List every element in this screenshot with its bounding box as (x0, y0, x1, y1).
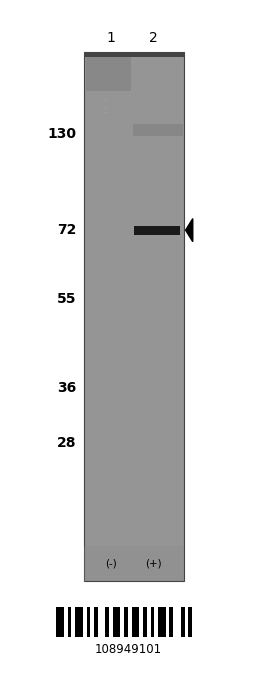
Bar (124, 607, 128, 637)
Text: 72: 72 (57, 223, 77, 237)
Bar (84, 546, 184, 581)
Bar (56, 607, 64, 637)
Text: ...: ... (104, 104, 109, 109)
Bar (84, 52, 184, 57)
Text: 1: 1 (107, 31, 116, 45)
Bar (83, 607, 87, 637)
Bar (113, 607, 121, 637)
Bar (64, 607, 68, 637)
Text: 28: 28 (57, 436, 77, 450)
Bar (188, 607, 192, 637)
Bar (192, 607, 200, 637)
Text: 108949101: 108949101 (94, 643, 162, 655)
Bar (68, 607, 71, 637)
Text: 55: 55 (57, 292, 77, 306)
Bar (147, 607, 151, 637)
Bar (121, 607, 124, 637)
Bar (90, 607, 94, 637)
Bar (139, 607, 143, 637)
Bar (173, 607, 181, 637)
Text: (+): (+) (145, 559, 162, 568)
Bar (98, 607, 105, 637)
Text: ...: ... (104, 97, 109, 102)
Bar (75, 607, 83, 637)
Bar (185, 607, 188, 637)
Bar (94, 607, 98, 637)
Bar (133, 124, 183, 136)
Bar (86, 57, 131, 91)
Bar (109, 607, 113, 637)
Bar (84, 52, 184, 581)
Polygon shape (186, 218, 193, 242)
Bar (71, 607, 75, 637)
Bar (132, 607, 139, 637)
Bar (181, 607, 185, 637)
Bar (169, 607, 173, 637)
Bar (143, 607, 147, 637)
Bar (166, 607, 169, 637)
Bar (154, 607, 158, 637)
Bar (134, 225, 180, 235)
Bar (128, 607, 132, 637)
Bar (151, 607, 154, 637)
Text: 130: 130 (48, 127, 77, 141)
Bar (158, 607, 166, 637)
Text: (-): (-) (105, 559, 117, 568)
Bar (87, 607, 90, 637)
Text: 2: 2 (149, 31, 158, 45)
Text: 36: 36 (58, 381, 77, 395)
Text: ...: ... (104, 109, 109, 115)
Bar (105, 607, 109, 637)
